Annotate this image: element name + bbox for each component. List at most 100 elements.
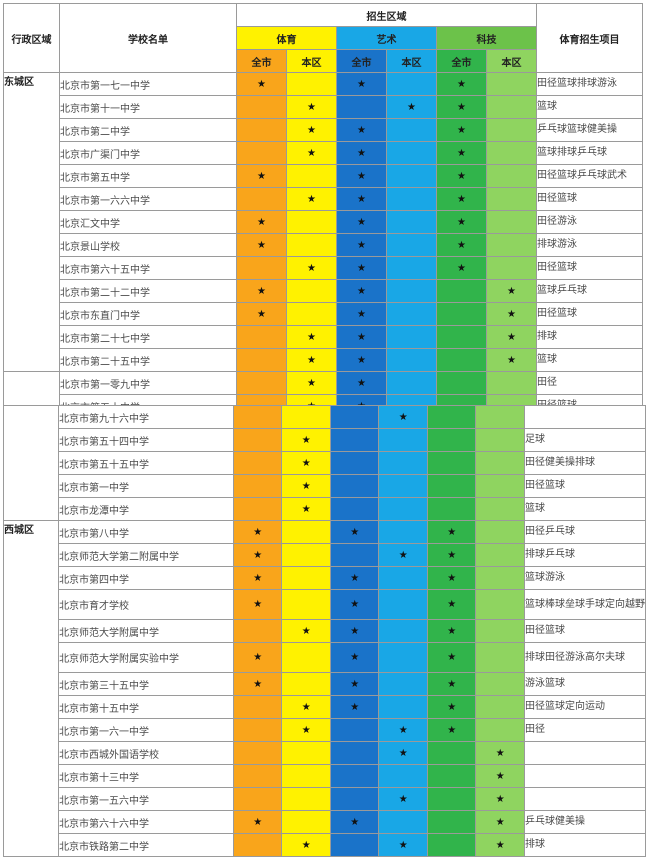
mark-arts-local: ★ bbox=[378, 543, 428, 567]
star-icon: ★ bbox=[357, 377, 366, 389]
table-row: 北京市第四中学 ★ ★ ★ 篮球游泳 bbox=[4, 566, 646, 590]
mark-arts-local bbox=[386, 141, 437, 165]
table-row: 北京市西城外国语学校 ★ ★ bbox=[4, 741, 646, 765]
header-sports-city: 全市 bbox=[236, 49, 287, 73]
header-arts: 艺术 bbox=[336, 26, 437, 50]
sports-project: 田径健美操排球 bbox=[523, 451, 646, 475]
header-sports-local: 本区 bbox=[286, 49, 337, 73]
mark-tech-city bbox=[426, 405, 477, 429]
mark-arts-local bbox=[378, 497, 428, 521]
mark-arts-city: ★ bbox=[336, 302, 387, 326]
mark-arts-city: ★ bbox=[336, 187, 387, 211]
star-icon: ★ bbox=[253, 816, 263, 828]
star-icon: ★ bbox=[301, 480, 311, 492]
star-icon: ★ bbox=[398, 839, 408, 851]
mark-sports-city bbox=[232, 428, 283, 452]
mark-tech-local bbox=[475, 497, 525, 521]
star-icon: ★ bbox=[307, 354, 316, 366]
mark-sports-local: ★ bbox=[281, 619, 331, 643]
star-icon: ★ bbox=[407, 101, 416, 113]
mark-sports-local: ★ bbox=[286, 118, 337, 142]
mark-sports-city: ★ bbox=[236, 233, 287, 257]
star-icon: ★ bbox=[357, 216, 366, 228]
sports-project: 田径篮球定向运动 bbox=[523, 695, 646, 719]
header-project: 体育招生项目 bbox=[536, 3, 643, 73]
mark-arts-local bbox=[386, 210, 437, 234]
school-name: 北京市第二十五中学 bbox=[59, 348, 237, 372]
star-icon: ★ bbox=[507, 285, 516, 297]
sports-project: 游泳篮球 bbox=[523, 672, 646, 696]
mark-tech-local: ★ bbox=[475, 810, 525, 834]
mark-tech-city: ★ bbox=[426, 619, 477, 643]
star-icon: ★ bbox=[457, 262, 466, 274]
mark-tech-local: ★ bbox=[475, 833, 525, 857]
mark-sports-local: ★ bbox=[281, 695, 331, 719]
star-icon: ★ bbox=[350, 652, 360, 663]
table-row: 北京市第三十五中学 ★ ★ ★ 游泳篮球 bbox=[4, 672, 646, 696]
district-cell: 东城区 bbox=[3, 72, 60, 372]
mark-arts-local: ★ bbox=[378, 741, 428, 765]
school-name: 北京市广渠门中学 bbox=[59, 141, 237, 165]
mark-sports-city bbox=[236, 187, 287, 211]
mark-tech-city: ★ bbox=[436, 233, 487, 257]
mark-sports-city bbox=[232, 833, 283, 857]
mark-tech-local bbox=[475, 543, 525, 567]
mark-arts-city bbox=[329, 833, 380, 857]
sports-project bbox=[523, 787, 646, 811]
mark-tech-city bbox=[426, 764, 477, 788]
mark-tech-local bbox=[486, 233, 537, 257]
mark-arts-local bbox=[378, 764, 428, 788]
mark-sports-city bbox=[232, 619, 283, 643]
sports-project: 田径乒乓球 bbox=[523, 520, 646, 544]
mark-arts-city bbox=[336, 95, 387, 119]
table-row: 北京市第二十二中学 ★ ★ ★ 篮球乒乓球 bbox=[4, 279, 643, 303]
school-name: 北京市第十五中学 bbox=[58, 695, 234, 719]
table-row: 北京市第十一中学 ★ ★ ★ 篮球 bbox=[4, 95, 643, 119]
star-icon: ★ bbox=[307, 262, 316, 274]
star-icon: ★ bbox=[398, 793, 408, 805]
mark-tech-city: ★ bbox=[426, 695, 477, 719]
star-icon: ★ bbox=[350, 816, 360, 828]
sports-project: 排球乒乓球 bbox=[523, 543, 646, 567]
sports-project: 田径篮球 bbox=[536, 256, 643, 280]
table-row: 北京市第二十五中学 ★ ★ ★ 篮球 bbox=[4, 348, 643, 372]
mark-tech-local bbox=[475, 566, 525, 590]
star-icon: ★ bbox=[457, 147, 466, 159]
mark-sports-city bbox=[232, 474, 283, 498]
star-icon: ★ bbox=[447, 652, 457, 663]
table-row: 北京市育才学校 ★ ★ ★ 篮球棒球垒球手球定向越野 bbox=[4, 589, 646, 620]
mark-arts-local bbox=[386, 325, 437, 349]
star-icon: ★ bbox=[350, 701, 360, 713]
star-icon: ★ bbox=[357, 285, 366, 297]
mark-sports-local bbox=[286, 302, 337, 326]
mark-arts-local bbox=[378, 520, 428, 544]
mark-tech-local bbox=[475, 619, 525, 643]
mark-sports-city bbox=[236, 141, 287, 165]
header-sports: 体育 bbox=[236, 26, 337, 50]
mark-sports-local bbox=[281, 642, 331, 673]
school-name: 北京市第三十五中学 bbox=[58, 672, 234, 696]
mark-tech-local: ★ bbox=[475, 787, 525, 811]
star-icon: ★ bbox=[447, 724, 457, 736]
mark-tech-city: ★ bbox=[436, 210, 487, 234]
school-name: 北京市第一六一中学 bbox=[58, 718, 234, 742]
mark-arts-city: ★ bbox=[329, 642, 380, 673]
mark-arts-city: ★ bbox=[329, 672, 380, 696]
school-name: 北京市第一六六中学 bbox=[59, 187, 237, 211]
star-icon: ★ bbox=[350, 678, 360, 690]
mark-tech-local bbox=[475, 642, 525, 673]
mark-arts-local bbox=[386, 371, 437, 395]
school-name: 北京师范大学第二附属中学 bbox=[58, 543, 234, 567]
mark-sports-city: ★ bbox=[236, 210, 287, 234]
school-name: 北京市铁路第二中学 bbox=[58, 833, 234, 857]
mark-sports-city bbox=[232, 497, 283, 521]
mark-sports-city bbox=[232, 451, 283, 475]
mark-tech-local bbox=[475, 451, 525, 475]
star-icon: ★ bbox=[447, 526, 457, 538]
mark-sports-city bbox=[232, 695, 283, 719]
mark-arts-city: ★ bbox=[336, 233, 387, 257]
star-icon: ★ bbox=[398, 747, 408, 759]
mark-arts-local bbox=[378, 451, 428, 475]
mark-arts-city bbox=[329, 428, 380, 452]
mark-tech-local bbox=[475, 718, 525, 742]
